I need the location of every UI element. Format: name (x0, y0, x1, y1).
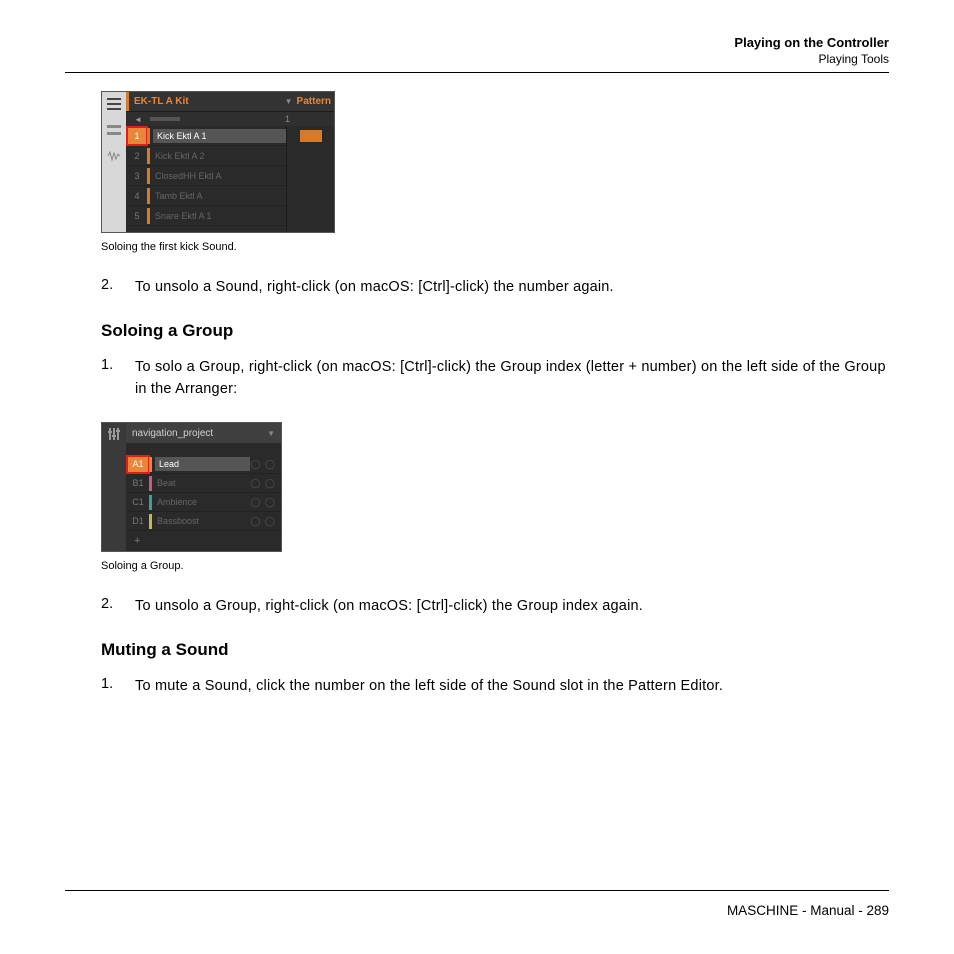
list-icon (106, 96, 122, 112)
sound-colorbar (147, 208, 150, 224)
group-label: Ambience (157, 497, 250, 507)
page-header-title: Playing on the Controller (65, 35, 889, 50)
sound-number: 2 (128, 148, 146, 164)
speaker-icon: ◄ (134, 115, 142, 124)
step-text: To unsolo a Sound, right-click (on macOS… (135, 277, 614, 299)
pattern-label: Pattern (297, 96, 331, 107)
footer-text: MASCHINE - Manual - 289 (65, 903, 889, 918)
group-colorbar (149, 514, 152, 529)
chevron-down-icon: ▼ (285, 97, 293, 106)
group-index: D1 (128, 514, 148, 529)
header-divider (65, 72, 889, 73)
sound-number: 5 (128, 208, 146, 224)
sound-colorbar (147, 188, 150, 204)
group-row: D1 Bassboost◯ ◯ (126, 512, 281, 531)
kit-colorbar (126, 92, 129, 111)
sound-colorbar (147, 168, 150, 184)
group-indicators: ◯ ◯ (250, 497, 276, 508)
group-indicators: ◯ ◯ (250, 459, 276, 470)
heading-muting-sound: Muting a Sound (101, 640, 889, 660)
group-indicators: ◯ ◯ (250, 516, 276, 527)
sound-number: 1 (128, 128, 146, 144)
sound-number: 4 (128, 188, 146, 204)
project-title: navigation_project (132, 428, 267, 439)
group-index: A1 (128, 457, 148, 472)
kit-sidebar (102, 92, 126, 232)
sound-label: ClosedHH Ektl A (155, 171, 304, 181)
group-colorbar (149, 476, 152, 491)
group-indicators: ◯ ◯ (250, 478, 276, 489)
step-number: 2. (101, 596, 135, 618)
kit-title: EK-TL A Kit (134, 96, 285, 107)
sound-label: Snare Ektl A 1 (155, 211, 304, 221)
heading-soloing-group: Soloing a Group (101, 321, 889, 341)
waveform-icon (106, 148, 122, 164)
add-group-button: + (126, 531, 281, 550)
group-row: A1 Lead◯ ◯ (126, 455, 281, 474)
sliders-icon (107, 427, 121, 446)
group-sidebar (102, 423, 126, 551)
group-index: B1 (128, 476, 148, 491)
step-number: 1. (101, 357, 135, 401)
sound-number: 3 (128, 168, 146, 184)
step-number: 1. (101, 676, 135, 698)
track-number: 1 (285, 114, 290, 124)
sound-colorbar (147, 128, 150, 144)
group-colorbar (149, 495, 152, 510)
sound-label: Tamb Ektl A (155, 191, 304, 201)
pattern-block (300, 130, 322, 142)
group-row: B1 Beat◯ ◯ (126, 474, 281, 493)
step-text: To solo a Group, right-click (on macOS: … (135, 357, 889, 401)
kit-screenshot: EK-TL A Kit ▼ Pattern ◄ 1 1 Kick Ektl A 1… (101, 91, 335, 233)
tracks-icon (106, 122, 122, 138)
kit-caption: Soloing the first kick Sound. (101, 241, 889, 253)
group-label: Beat (157, 478, 250, 488)
page-header-subtitle: Playing Tools (65, 52, 889, 66)
sound-colorbar (147, 148, 150, 164)
group-label: Bassboost (157, 516, 250, 526)
group-colorbar (149, 457, 152, 472)
volume-slider (150, 117, 180, 121)
sound-label: Kick Ektl A 1 (153, 129, 304, 143)
group-screenshot: navigation_project ▼ A1Lead◯ ◯B1Beat◯ ◯C… (101, 422, 282, 552)
group-index: C1 (128, 495, 148, 510)
group-label: Lead (155, 457, 250, 471)
step-number: 2. (101, 277, 135, 299)
sound-label: Kick Ektl A 2 (155, 151, 304, 161)
step-text: To mute a Sound, click the number on the… (135, 676, 723, 698)
step-text: To unsolo a Group, right-click (on macOS… (135, 596, 643, 618)
footer-divider (65, 890, 889, 891)
group-caption: Soloing a Group. (101, 560, 889, 572)
group-row: C1 Ambience◯ ◯ (126, 493, 281, 512)
chevron-down-icon: ▼ (267, 429, 275, 438)
